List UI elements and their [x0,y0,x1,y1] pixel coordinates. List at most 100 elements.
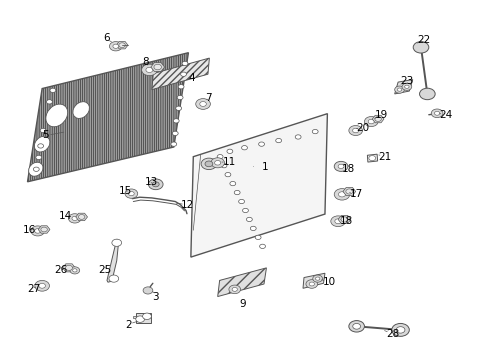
Circle shape [172,131,178,135]
Text: 11: 11 [222,157,235,167]
Ellipse shape [29,162,43,176]
Text: 4: 4 [188,73,195,83]
Circle shape [177,95,183,100]
Circle shape [35,229,41,233]
Circle shape [246,217,252,222]
Circle shape [170,142,176,146]
Circle shape [348,320,364,332]
Text: 3: 3 [152,292,158,302]
Circle shape [312,130,318,134]
Ellipse shape [46,104,67,127]
Circle shape [275,138,281,143]
Circle shape [305,280,317,288]
Text: 20: 20 [356,123,369,133]
Circle shape [338,192,345,197]
Polygon shape [337,215,350,224]
Text: 16: 16 [22,225,36,235]
Circle shape [401,83,411,90]
Circle shape [41,227,47,232]
Polygon shape [151,63,164,71]
Text: 12: 12 [181,200,194,210]
Circle shape [374,117,381,121]
Circle shape [330,216,345,226]
Circle shape [145,67,153,72]
Circle shape [142,64,157,76]
Circle shape [31,226,44,236]
Circle shape [345,189,352,194]
Circle shape [109,275,119,282]
Circle shape [394,86,404,93]
Text: 22: 22 [417,35,430,45]
Circle shape [419,88,434,100]
Circle shape [221,163,226,168]
Text: 28: 28 [385,329,398,339]
Circle shape [73,269,77,272]
Circle shape [125,189,138,198]
Text: 15: 15 [119,186,132,196]
Text: 2: 2 [125,320,131,330]
Text: 27: 27 [27,284,41,294]
Circle shape [412,41,428,53]
Circle shape [35,280,49,291]
Polygon shape [62,264,75,272]
Circle shape [72,216,78,220]
Polygon shape [76,213,87,221]
Circle shape [182,61,187,66]
Circle shape [234,190,240,195]
Ellipse shape [73,102,89,118]
Text: 7: 7 [205,93,212,103]
Circle shape [204,161,212,167]
Circle shape [142,313,151,319]
Circle shape [308,282,314,286]
Circle shape [312,275,322,282]
Circle shape [367,119,374,124]
Text: 14: 14 [59,211,72,221]
Circle shape [152,182,159,187]
Polygon shape [371,115,383,123]
Circle shape [340,217,347,222]
Circle shape [295,135,301,139]
Circle shape [228,285,240,294]
Circle shape [178,85,183,89]
Text: 13: 13 [144,177,158,187]
Circle shape [36,155,41,159]
Circle shape [333,161,347,171]
Text: 10: 10 [322,277,335,287]
Circle shape [250,226,256,230]
Text: 5: 5 [42,130,49,140]
Circle shape [33,167,39,171]
Circle shape [258,142,264,146]
Polygon shape [217,268,266,297]
Circle shape [50,88,56,93]
Circle shape [224,172,230,177]
Text: 21: 21 [378,152,391,162]
Circle shape [315,277,319,280]
Text: 18: 18 [341,164,355,174]
Circle shape [175,106,181,111]
Text: 17: 17 [348,189,362,199]
Circle shape [397,88,401,91]
Circle shape [68,214,81,223]
Circle shape [112,239,122,246]
Circle shape [119,43,125,48]
Circle shape [109,41,122,51]
Text: 23: 23 [400,76,413,86]
Circle shape [173,119,179,123]
Circle shape [368,156,375,161]
Polygon shape [133,316,136,318]
Circle shape [364,117,377,127]
Text: 1: 1 [261,162,267,172]
Circle shape [241,145,247,150]
Circle shape [259,244,265,248]
Text: 19: 19 [374,111,387,121]
Circle shape [433,111,439,115]
Circle shape [136,316,144,322]
Circle shape [148,179,163,190]
Circle shape [255,235,261,239]
Circle shape [214,161,220,165]
Circle shape [46,100,52,104]
Text: 26: 26 [54,265,67,275]
Text: 9: 9 [239,299,246,309]
Text: 6: 6 [103,33,109,43]
Circle shape [217,154,223,159]
